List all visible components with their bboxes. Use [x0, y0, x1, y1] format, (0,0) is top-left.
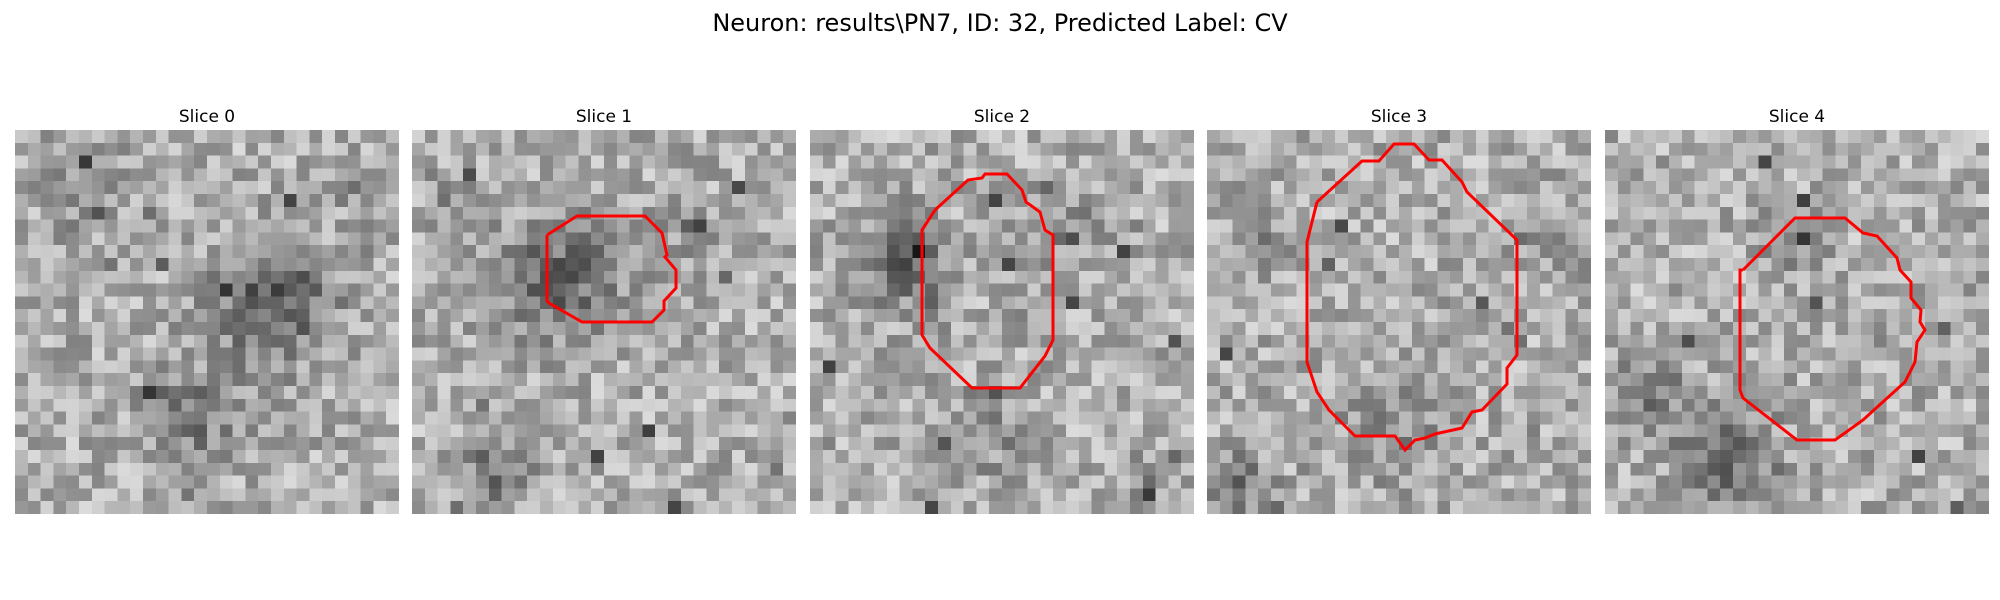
slice-title-4: Slice 4: [1768, 107, 1826, 127]
segmentation-contour-3: [1305, 142, 1519, 453]
slice-panel-0: Slice 0: [15, 106, 399, 514]
slice-panel-1: Slice 1: [412, 106, 796, 514]
slice-image-4: [1605, 130, 1989, 514]
slice-title-2: Slice 2: [973, 107, 1031, 127]
slice-panel-3: Slice 3: [1207, 106, 1591, 514]
slice-panel-2: Slice 2: [810, 106, 1194, 514]
slice-panel-4: Slice 4: [1605, 106, 1989, 514]
segmentation-contour-4: [1738, 216, 1927, 442]
segmentation-contour-2: [920, 172, 1055, 390]
slice-title-0: Slice 0: [178, 107, 236, 127]
slice-image-3: [1207, 130, 1591, 514]
slice-title-1: Slice 1: [575, 107, 633, 127]
slice-title-3: Slice 3: [1370, 107, 1428, 127]
figure-title: Neuron: results\PN7, ID: 32, Predicted L…: [712, 9, 1288, 37]
slice-image-0: [15, 130, 399, 514]
segmentation-contour-1: [545, 214, 678, 324]
slice-image-2: [810, 130, 1194, 514]
